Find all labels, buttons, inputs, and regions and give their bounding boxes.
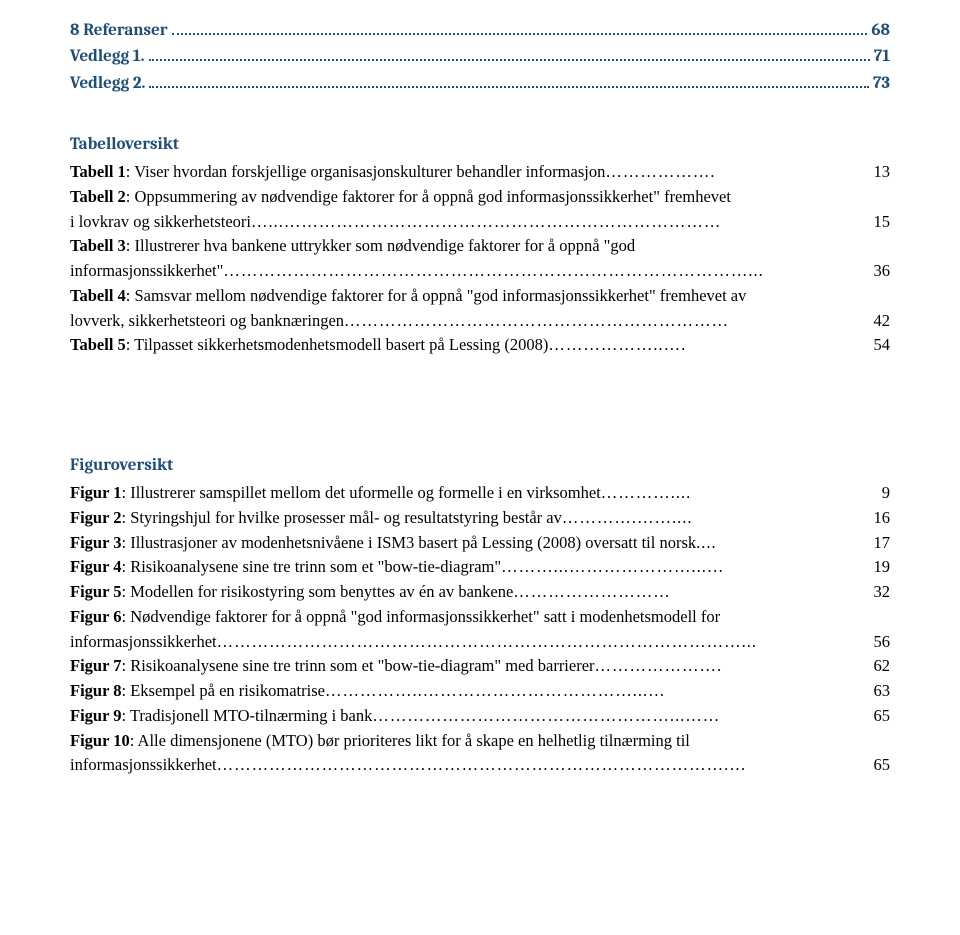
table-item-text: Tabell 2: Oppsummering av nødvendige fak…: [70, 185, 731, 210]
figure-item-text: informasjonssikkerhet: [70, 630, 217, 655]
figure-item-entry: Figur 2: Styringshjul for hvilke prosess…: [70, 506, 890, 531]
table-item-leader: …...…………………………………………………………………: [251, 210, 871, 235]
toc-section: 8 Referanser 68 Vedlegg 1. 71 Vedlegg 2.…: [70, 18, 890, 97]
figure-item-leader: ………………………: [513, 580, 871, 605]
table-item-leader: ………………..….: [548, 333, 871, 358]
figure-item-page: 65: [872, 704, 891, 729]
table-item-page: 15: [872, 210, 891, 235]
figure-item-leader: …………....: [601, 481, 880, 506]
figure-item-text: Figur 7: Risikoanalysene sine tre trinn …: [70, 654, 595, 679]
figure-item-entry: Figur 7: Risikoanalysene sine tre trinn …: [70, 654, 890, 679]
figure-item-page: 65: [872, 753, 891, 778]
table-item-entry: i lovkrav og sikkerhetsteori…...………………………: [70, 210, 890, 235]
table-item-text: Tabell 5: Tilpasset sikkerhetsmodenhetsm…: [70, 333, 548, 358]
figure-item-page: 16: [872, 506, 891, 531]
figure-item-entry: informasjonssikkerhet……………………………………………………: [70, 630, 890, 655]
figure-item-text: Figur 3: Illustrasjoner av modenhetsnivå…: [70, 531, 696, 556]
figure-item-page: 19: [872, 555, 891, 580]
figure-item-text: Figur 8: Eksempel på en risikomatrise: [70, 679, 325, 704]
figure-item-page: 9: [880, 481, 890, 506]
table-item-text: Tabell 3: Illustrerer hva bankene uttryk…: [70, 234, 635, 259]
table-item-entry: Tabell 1: Viser hvordan forskjellige org…: [70, 160, 890, 185]
toc-label: Vedlegg 1.: [70, 44, 145, 70]
table-item-text: Tabell 4: Samsvar mellom nødvendige fakt…: [70, 284, 746, 309]
table-item-entry: Tabell 4: Samsvar mellom nødvendige fakt…: [70, 284, 890, 309]
figure-item-entry: Figur 8: Eksempel på en risikomatrise…………: [70, 679, 890, 704]
table-item-text: Tabell 1: Viser hvordan forskjellige org…: [70, 160, 605, 185]
table-item-page: 54: [872, 333, 891, 358]
figure-item-entry: Figur 3: Illustrasjoner av modenhetsnivå…: [70, 531, 890, 556]
toc-entry: 8 Referanser 68: [70, 18, 890, 44]
figure-item-text: informasjonssikkerhet: [70, 753, 217, 778]
toc-entry: Vedlegg 1. 71: [70, 44, 890, 70]
table-item-leader: …………………………………………………………: [344, 309, 871, 334]
toc-label: 8 Referanser: [70, 18, 168, 44]
toc-entry: Vedlegg 2. 73: [70, 71, 890, 97]
toc-label: Vedlegg 2.: [70, 71, 145, 97]
figure-item-leader: ………….……....: [562, 506, 872, 531]
figure-item-page: 17: [872, 531, 891, 556]
figure-item-leader: ………………….: [595, 654, 872, 679]
figure-item-entry: Figur 10: Alle dimensjonene (MTO) bør pr…: [70, 729, 890, 754]
figure-item-page: 62: [872, 654, 891, 679]
table-item-page: 42: [872, 309, 891, 334]
figure-item-entry: Figur 5: Modellen for risikostyring som …: [70, 580, 890, 605]
figure-item-leader: ....: [696, 531, 871, 556]
table-item-entry: Tabell 2: Oppsummering av nødvendige fak…: [70, 185, 890, 210]
table-item-page: 36: [872, 259, 891, 284]
figure-item-entry: Figur 4: Risikoanalysene sine tre trinn …: [70, 555, 890, 580]
table-overview-heading: Tabelloversikt: [70, 135, 890, 154]
table-item-leader: ……………….: [605, 160, 871, 185]
toc-leader: [172, 33, 868, 35]
figure-item-leader: ……………..………………………………...…: [325, 679, 872, 704]
figure-item-page: 32: [872, 580, 891, 605]
table-item-leader: ………………………………………………………………………………...: [223, 259, 871, 284]
figure-item-leader: ………………………………………………………………………………...: [217, 630, 872, 655]
table-item-text: i lovkrav og sikkerhetsteori: [70, 210, 251, 235]
figure-item-page: 56: [872, 630, 891, 655]
figure-item-text: Figur 10: Alle dimensjonene (MTO) bør pr…: [70, 729, 690, 754]
figure-overview-list: Figur 1: Illustrerer samspillet mellom d…: [70, 481, 890, 778]
figure-item-text: Figur 6: Nødvendige faktorer for å oppnå…: [70, 605, 720, 630]
figure-item-leader: ………...…………………...…: [501, 555, 871, 580]
figure-item-leader: ……………………………………………...……: [372, 704, 871, 729]
figure-item-entry: Figur 1: Illustrerer samspillet mellom d…: [70, 481, 890, 506]
figure-item-text: Figur 5: Modellen for risikostyring som …: [70, 580, 513, 605]
toc-leader: [149, 86, 869, 88]
figure-item-text: Figur 2: Styringshjul for hvilke prosess…: [70, 506, 562, 531]
table-item-entry: Tabell 3: Illustrerer hva bankene uttryk…: [70, 234, 890, 259]
toc-page: 68: [871, 18, 890, 44]
figure-item-page: 63: [872, 679, 891, 704]
figure-item-text: Figur 4: Risikoanalysene sine tre trinn …: [70, 555, 501, 580]
figure-item-entry: Figur 9: Tradisjonell MTO-tilnærming i b…: [70, 704, 890, 729]
toc-page: 71: [874, 44, 890, 70]
table-item-entry: Tabell 5: Tilpasset sikkerhetsmodenhetsm…: [70, 333, 890, 358]
table-item-page: 13: [872, 160, 891, 185]
figure-item-text: Figur 9: Tradisjonell MTO-tilnærming i b…: [70, 704, 372, 729]
figure-item-entry: informasjonssikkerhet……………………………………………………: [70, 753, 890, 778]
figure-item-entry: Figur 6: Nødvendige faktorer for å oppnå…: [70, 605, 890, 630]
table-item-text: informasjonssikkerhet": [70, 259, 223, 284]
table-item-text: lovverk, sikkerhetsteori og banknæringen: [70, 309, 344, 334]
table-item-entry: informasjonssikkerhet"…………………………………………………: [70, 259, 890, 284]
toc-page: 73: [873, 71, 890, 97]
table-overview-list: Tabell 1: Viser hvordan forskjellige org…: [70, 160, 890, 358]
figure-item-leader: …………………………………………………………………………….…: [217, 753, 872, 778]
toc-leader: [149, 59, 870, 61]
figure-overview-heading: Figuroversikt: [70, 456, 890, 475]
figure-item-text: Figur 1: Illustrerer samspillet mellom d…: [70, 481, 601, 506]
table-item-entry: lovverk, sikkerhetsteori og banknæringen…: [70, 309, 890, 334]
